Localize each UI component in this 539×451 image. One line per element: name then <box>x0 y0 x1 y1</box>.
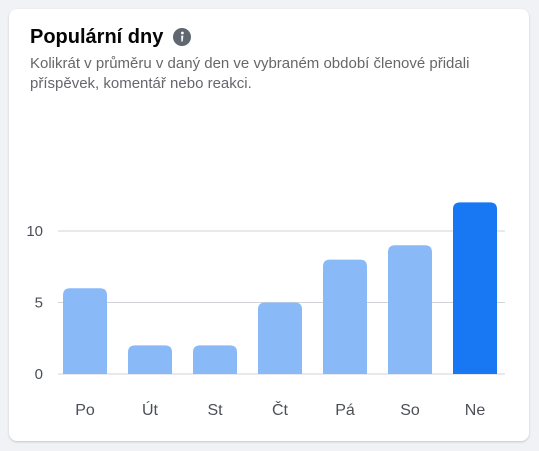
bar-St[interactable] <box>193 345 237 374</box>
y-tick-label: 10 <box>26 223 43 240</box>
x-category-label: Út <box>142 400 159 419</box>
x-category-label: So <box>400 402 420 419</box>
bar-Po[interactable] <box>63 288 107 374</box>
card-header: Populární dny <box>30 24 192 50</box>
x-category-label: St <box>207 402 223 419</box>
x-category-label: Pá <box>335 402 355 419</box>
y-tick-label: 0 <box>35 366 43 383</box>
bar-Ne[interactable] <box>453 202 497 374</box>
info-circle-icon[interactable] <box>173 28 192 46</box>
bar-So[interactable] <box>388 245 432 374</box>
bar-Čt[interactable] <box>258 302 302 375</box>
y-tick-label: 5 <box>35 295 43 312</box>
card-description: Kolikrát v průměru v daný den ve vybrané… <box>30 55 470 92</box>
bar-Pá[interactable] <box>323 259 367 374</box>
card-title: Populární dny <box>30 26 164 48</box>
x-category-label: Po <box>75 402 95 419</box>
x-category-label: Ne <box>465 402 486 419</box>
x-category-label: Čt <box>272 400 289 419</box>
bar-Út[interactable] <box>128 345 172 374</box>
